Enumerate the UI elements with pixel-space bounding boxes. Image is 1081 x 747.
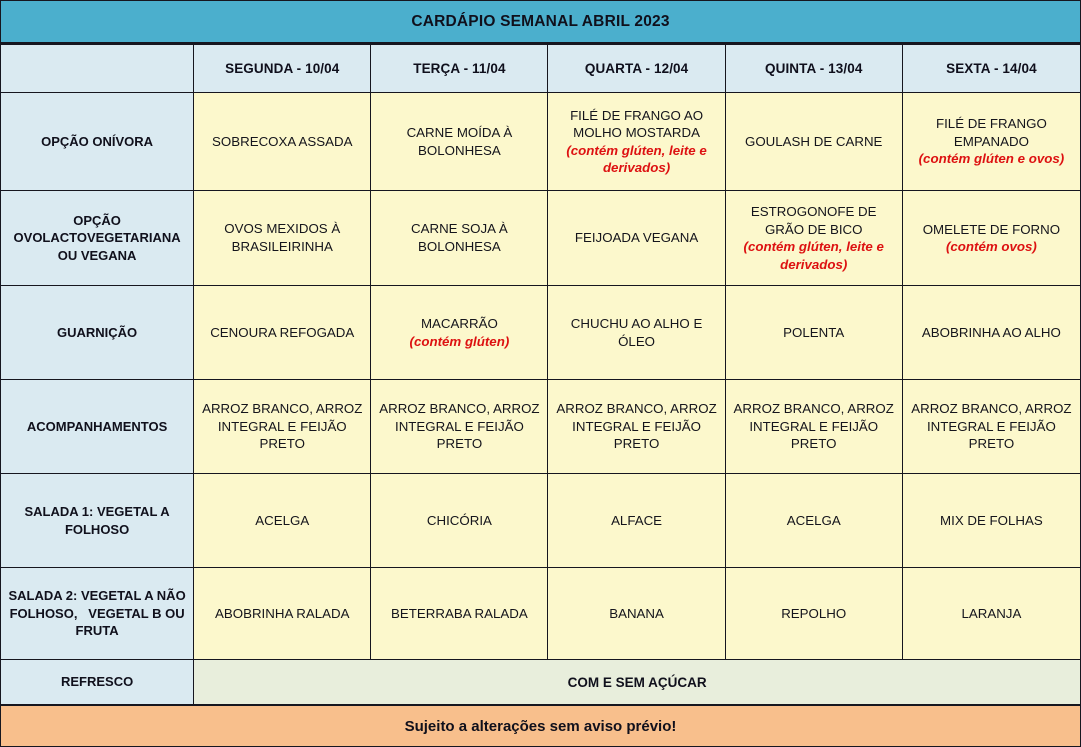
meal-cell: CARNE MOÍDA À BOLONHESA <box>370 92 549 191</box>
dish-name: ARROZ BRANCO, ARROZ INTEGRAL E FEIJÃO PR… <box>379 401 540 452</box>
header-corner-blank <box>0 44 195 93</box>
dish-name: ARROZ BRANCO, ARROZ INTEGRAL E FEIJÃO PR… <box>556 401 717 452</box>
meal-cell: OVOS MEXIDOS À BRASILEIRINHA <box>193 190 372 286</box>
meal-cell: SOBRECOXA ASSADA <box>193 92 372 191</box>
dish-name: CARNE MOÍDA À BOLONHESA <box>406 124 513 158</box>
meal-cell: ABOBRINHA RALADA <box>193 567 372 660</box>
allergen-note: (contém glúten e ovos) <box>918 151 1065 167</box>
dish-name: ABOBRINHA AO ALHO <box>921 324 1061 340</box>
table-row: GUARNIÇÃO CENOURA REFOGADA MACARRÃO (con… <box>0 285 1081 380</box>
table-row: SALADA 2: VEGETAL A NÃO FOLHOSO, VEGETAL… <box>0 567 1081 660</box>
dish-name: OVOS MEXIDOS À BRASILEIRINHA <box>224 221 341 254</box>
row-label-opcao-onivora: OPÇÃO ONÍVORA <box>0 92 195 191</box>
dish-name: OMELETE DE FORNO <box>922 221 1061 237</box>
table-row: REFRESCO COM E SEM AÇÚCAR <box>0 659 1081 705</box>
row-label-opcao-ovolactovegetariana: OPÇÃO OVOLACTOVEGETARIANA OU VEGANA <box>0 190 195 286</box>
meal-cell: ARROZ BRANCO, ARROZ INTEGRAL E FEIJÃO PR… <box>193 379 372 474</box>
allergen-note: (contém glúten, leite e derivados) <box>743 239 884 272</box>
dish-name: CHICÓRIA <box>426 512 492 528</box>
meal-cell: ABOBRINHA AO ALHO <box>901 285 1081 380</box>
dish-name: CHUCHU AO ALHO E ÓLEO <box>570 315 703 349</box>
meal-cell: BANANA <box>547 567 726 660</box>
row-label-guarnicao: GUARNIÇÃO <box>0 285 195 380</box>
menu-title-bar: CARDÁPIO SEMANAL ABRIL 2023 <box>0 0 1081 44</box>
dish-name: MIX DE FOLHAS <box>940 512 1043 528</box>
dish-name: REPOLHO <box>781 605 847 621</box>
footer-notice-text: Sujeito a alterações sem aviso prévio! <box>404 717 677 735</box>
meal-cell: FILÉ DE FRANGO AO MOLHO MOSTARDA (contém… <box>547 92 726 191</box>
meal-cell: MACARRÃO (contém glúten) <box>370 285 549 380</box>
meal-cell: CHUCHU AO ALHO E ÓLEO <box>547 285 726 380</box>
allergen-note: (contém glúten, leite e derivados) <box>566 142 707 176</box>
meal-cell: OMELETE DE FORNO (contém ovos) <box>901 190 1081 286</box>
dish-name: ALFACE <box>611 512 663 528</box>
table-row: OPÇÃO OVOLACTOVEGETARIANA OU VEGANA OVOS… <box>0 190 1081 286</box>
meal-cell: ALFACE <box>547 473 726 568</box>
dish-name: ACELGA <box>786 512 841 528</box>
dish-name: MACARRÃO <box>420 316 498 332</box>
meal-cell: ARROZ BRANCO, ARROZ INTEGRAL E FEIJÃO PR… <box>370 379 549 474</box>
meal-cell: ARROZ BRANCO, ARROZ INTEGRAL E FEIJÃO PR… <box>547 379 726 474</box>
dish-name: ACELGA <box>255 512 310 528</box>
meal-cell: ACELGA <box>193 473 372 568</box>
row-label-salada-1: SALADA 1: VEGETAL A FOLHOSO <box>0 473 195 568</box>
meal-cell: ESTROGONOFE DE GRÃO DE BICO (contém glút… <box>724 190 903 286</box>
dish-name: ARROZ BRANCO, ARROZ INTEGRAL E FEIJÃO PR… <box>911 401 1072 452</box>
row-label-refresco: REFRESCO <box>0 659 195 705</box>
page-title: CARDÁPIO SEMANAL ABRIL 2023 <box>411 12 670 30</box>
dish-name: FILÉ DE FRANGO AO MOLHO MOSTARDA <box>570 107 704 141</box>
dish-name: FEIJOADA VEGANA <box>574 230 699 246</box>
table-row: ACOMPANHAMENTOS ARROZ BRANCO, ARROZ INTE… <box>0 379 1081 474</box>
row-label-salada-2: SALADA 2: VEGETAL A NÃO FOLHOSO, VEGETAL… <box>0 567 195 660</box>
meal-cell: CHICÓRIA <box>370 473 549 568</box>
meal-cell: FILÉ DE FRANGO EMPANADO (contém glúten e… <box>901 92 1081 191</box>
table-row: OPÇÃO ONÍVORA SOBRECOXA ASSADA CARNE MOÍ… <box>0 92 1081 191</box>
meal-cell: POLENTA <box>724 285 903 380</box>
dish-name: FILÉ DE FRANGO EMPANADO <box>935 116 1047 149</box>
drink-value: COM E SEM AÇÚCAR <box>193 659 1081 705</box>
day-header-quarta: QUARTA - 12/04 <box>547 44 726 93</box>
table-header-row: SEGUNDA - 10/04 TERÇA - 11/04 QUARTA - 1… <box>0 44 1081 93</box>
dish-name: BANANA <box>609 605 664 621</box>
meal-cell: ACELGA <box>724 473 903 568</box>
meal-cell: BETERRABA RALADA <box>370 567 549 660</box>
day-header-terca: TERÇA - 11/04 <box>370 44 549 93</box>
meal-cell: REPOLHO <box>724 567 903 660</box>
allergen-note: (contém glúten) <box>409 333 510 349</box>
dish-name: CENOURA REFOGADA <box>210 324 355 340</box>
dish-name: ABOBRINHA RALADA <box>215 605 350 621</box>
dish-name: ARROZ BRANCO, ARROZ INTEGRAL E FEIJÃO PR… <box>202 401 363 452</box>
dish-name: POLENTA <box>783 324 845 340</box>
meal-cell: FEIJOADA VEGANA <box>547 190 726 286</box>
dish-name: SOBRECOXA ASSADA <box>212 133 353 149</box>
menu-table: SEGUNDA - 10/04 TERÇA - 11/04 QUARTA - 1… <box>0 44 1081 705</box>
meal-cell: MIX DE FOLHAS <box>901 473 1081 568</box>
meal-cell: GOULASH DE CARNE <box>724 92 903 191</box>
meal-cell: ARROZ BRANCO, ARROZ INTEGRAL E FEIJÃO PR… <box>724 379 903 474</box>
footer-notice-bar: Sujeito a alterações sem aviso prévio! <box>0 705 1081 747</box>
meal-cell: CENOURA REFOGADA <box>193 285 372 380</box>
day-header-quinta: QUINTA - 13/04 <box>724 44 903 93</box>
dish-name: CARNE SOJA À BOLONHESA <box>411 221 508 254</box>
meal-cell: LARANJA <box>901 567 1081 660</box>
allergen-note: (contém ovos) <box>945 239 1037 255</box>
dish-name: BETERRABA RALADA <box>391 605 528 621</box>
dish-name: ARROZ BRANCO, ARROZ INTEGRAL E FEIJÃO PR… <box>733 401 894 452</box>
day-header-sexta: SEXTA - 14/04 <box>901 44 1081 93</box>
dish-name: GOULASH DE CARNE <box>745 133 883 149</box>
table-row: SALADA 1: VEGETAL A FOLHOSO ACELGA CHICÓ… <box>0 473 1081 568</box>
meal-cell: ARROZ BRANCO, ARROZ INTEGRAL E FEIJÃO PR… <box>901 379 1081 474</box>
day-header-segunda: SEGUNDA - 10/04 <box>193 44 372 93</box>
dish-name: LARANJA <box>961 605 1022 621</box>
dish-name: ESTROGONOFE DE GRÃO DE BICO <box>750 204 877 237</box>
row-label-acompanhamentos: ACOMPANHAMENTOS <box>0 379 195 474</box>
meal-cell: CARNE SOJA À BOLONHESA <box>370 190 549 286</box>
